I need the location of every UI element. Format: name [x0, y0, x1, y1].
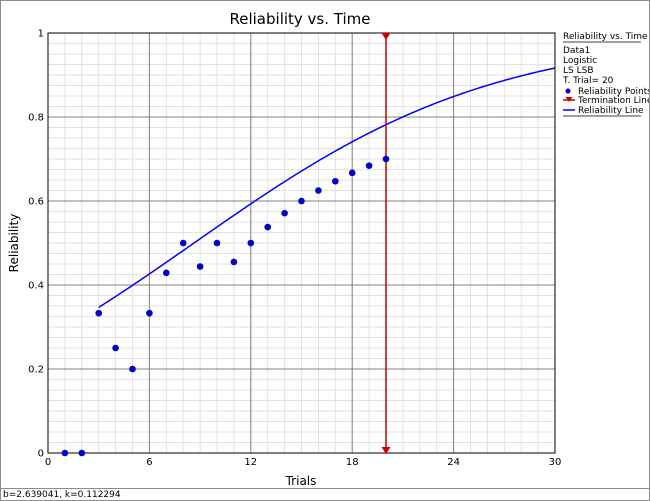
legend-info-line: Data1: [563, 46, 590, 56]
reliability-point: [78, 449, 86, 457]
y-tick-label: 0.6: [28, 197, 44, 208]
x-tick-label: 24: [447, 457, 460, 468]
y-tick-label: 0: [38, 449, 44, 460]
reliability-point: [230, 258, 238, 266]
x-tick-label: 0: [45, 457, 51, 468]
y-tick-label: 1: [38, 29, 44, 40]
legend: Reliability vs. Time Data1 Logistic LS L…: [562, 32, 649, 117]
reliability-point: [163, 269, 170, 277]
reliability-point: [112, 344, 119, 352]
reliability-point: [382, 155, 390, 163]
reliability-point: [264, 223, 272, 231]
grid: [47, 32, 556, 454]
reliability-point: [146, 309, 153, 317]
x-axis-label: Trials: [285, 474, 317, 488]
reliability-point: [179, 239, 187, 247]
reliability-line: [98, 67, 556, 309]
legend-entry-points: Reliability Points: [578, 87, 649, 97]
reliability-point: [247, 239, 255, 247]
legend-entry-termination: Termination Line: [577, 96, 649, 106]
y-tick-label: 0.2: [28, 365, 44, 376]
reliability-point: [365, 162, 373, 170]
status-bar: b=2.639041, k=0.112294: [1, 488, 649, 500]
legend-entry-line: Reliability Line: [578, 106, 644, 116]
reliability-point: [95, 309, 102, 317]
reliability-chart: 0 6 12 18 24 30 0 0.2 0.4 0.6 0.8 1 Reliability vs.…: [7, 10, 649, 488]
legend-info-line: T. Trial= 20: [562, 76, 614, 86]
y-axis-label: Reliability: [7, 214, 21, 273]
reliability-line-layer: [98, 67, 556, 309]
legend-title: Reliability vs. Time: [563, 32, 648, 42]
legend-points-marker: [565, 88, 571, 94]
y-tick-label: 0.4: [28, 281, 44, 292]
legend-info-line: LS LSB: [563, 66, 594, 76]
reliability-point: [281, 209, 288, 217]
termination-marker-bottom: [381, 447, 391, 454]
reliability-point: [298, 197, 305, 205]
reliability-point: [332, 177, 339, 185]
legend-termination-triangle: [565, 97, 573, 102]
reliability-point: [315, 187, 322, 194]
chart-title: Reliability vs. Time: [230, 10, 371, 28]
axis-ticks: 0 6 12 18 24 30 0 0.2 0.4 0.6 0.8 1: [28, 29, 561, 469]
x-tick-label: 12: [244, 457, 257, 468]
x-tick-label: 18: [346, 457, 359, 468]
reliability-point: [196, 263, 204, 270]
x-tick-label: 6: [146, 457, 152, 468]
reliability-point: [129, 365, 136, 373]
reliability-point: [348, 169, 356, 177]
reliability-point: [213, 239, 221, 247]
reliability-points-layer: [61, 155, 390, 457]
reliability-point: [61, 449, 69, 457]
termination-marker-top: [381, 33, 391, 40]
y-tick-label: 0.8: [28, 113, 44, 124]
legend-info-line: Logistic: [563, 56, 597, 66]
termination-line-layer: [381, 33, 391, 454]
plot-area-border: [47, 32, 556, 454]
x-tick-label: 30: [549, 457, 562, 468]
